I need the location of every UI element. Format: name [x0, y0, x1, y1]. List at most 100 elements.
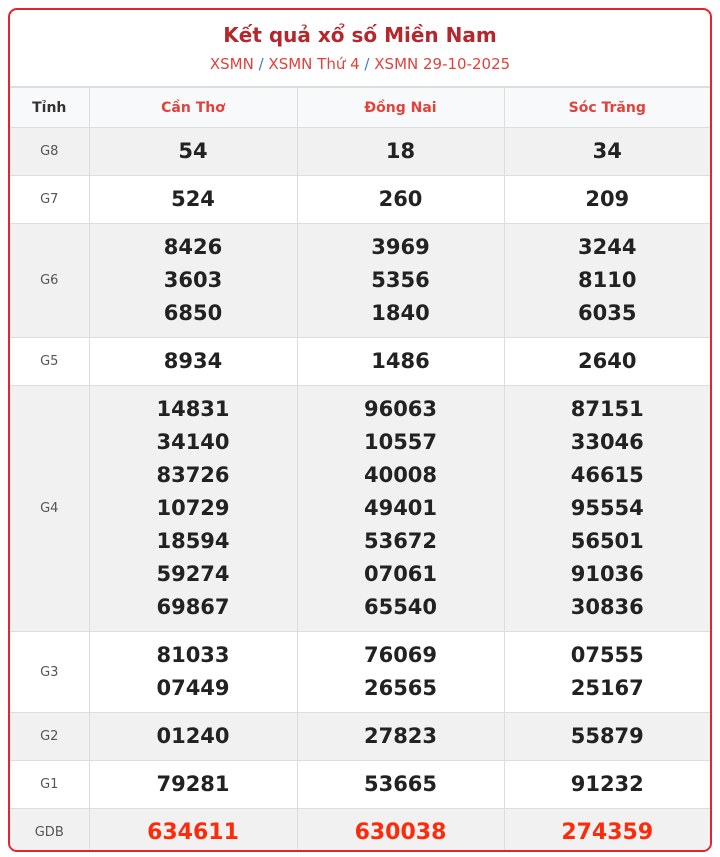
result-cell: 91232 — [503, 760, 710, 809]
prize-number: 6850 — [163, 301, 223, 325]
prize-number: 96063 — [363, 397, 438, 421]
result-cell: 53665 — [296, 760, 505, 809]
prize-number: 49401 — [363, 496, 438, 520]
prize-label: G7 — [10, 175, 90, 224]
prize-label: G1 — [10, 760, 90, 809]
table-row: G2 01240 27823 55879 — [10, 712, 710, 761]
result-cell: 3244 8110 6035 — [503, 223, 710, 338]
results-card: Kết quả xổ số Miền Nam XSMN / XSMN Thứ 4… — [8, 8, 712, 852]
breadcrumb-date[interactable]: XSMN 29-10-2025 — [374, 55, 511, 73]
table-row: G5 8934 1486 2640 — [10, 337, 710, 386]
prize-number: 65540 — [363, 595, 438, 619]
result-cell: 209 — [503, 175, 710, 224]
result-cell: 76069 26565 — [296, 631, 505, 713]
result-cell: 79281 — [88, 760, 298, 809]
prize-number: 1840 — [371, 301, 430, 325]
column-header-can-tho[interactable]: Cần Thơ — [88, 87, 298, 128]
prize-number: 54 — [178, 139, 208, 163]
prize-number: 524 — [171, 187, 215, 211]
table-header-row: Tỉnh Cần Thơ Đồng Nai Sóc Trăng — [10, 87, 710, 128]
prize-number: 76069 — [363, 643, 438, 667]
prize-number: 30836 — [570, 595, 644, 619]
result-cell: 01240 — [88, 712, 298, 761]
prize-number: 3244 — [578, 235, 637, 259]
prize-number: 87151 — [570, 397, 644, 421]
prize-number: 81033 — [156, 643, 230, 667]
table-row: GDB 634611 630038 274359 — [10, 808, 710, 850]
prize-number: 79281 — [156, 772, 230, 796]
result-cell: 524 — [88, 175, 298, 224]
result-cell: 27823 — [296, 712, 505, 761]
prize-number: 260 — [378, 187, 423, 211]
prize-number: 8426 — [163, 235, 223, 259]
result-cell: 3969 5356 1840 — [296, 223, 505, 338]
prize-number: 18594 — [156, 529, 230, 553]
prize-number: 69867 — [156, 595, 230, 619]
table-row: G6 8426 3603 6850 3969 5356 1840 3244 8110 6035 — [10, 223, 710, 338]
prize-number: 07061 — [363, 562, 438, 586]
prize-number: 14831 — [156, 397, 230, 421]
prize-number: 8934 — [163, 349, 223, 373]
result-cell: 634611 — [88, 808, 298, 850]
breadcrumb-xsmn[interactable]: XSMN — [209, 55, 254, 73]
result-cell: 55879 — [503, 712, 710, 761]
prize-label: G2 — [10, 712, 90, 761]
prize-number: 40008 — [363, 463, 438, 487]
result-cell: 260 — [296, 175, 505, 224]
result-cell: 630038 — [296, 808, 505, 850]
table-row: G1 79281 53665 91232 — [10, 760, 710, 809]
prize-number: 3969 — [371, 235, 430, 259]
prize-number: 34 — [592, 139, 622, 163]
prize-number: 91036 — [570, 562, 644, 586]
result-cell: 34 — [503, 127, 710, 176]
special-prize-number: 274359 — [561, 820, 654, 845]
result-cell: 07555 25167 — [503, 631, 710, 713]
table-row: G8 54 18 34 — [10, 127, 710, 176]
prize-number: 2640 — [578, 349, 637, 373]
breadcrumb-separator: / — [258, 55, 264, 73]
prize-number: 1486 — [371, 349, 430, 373]
table-row: G7 524 260 209 — [10, 175, 710, 224]
result-cell: 274359 — [503, 808, 710, 850]
result-cell: 96063 10557 40008 49401 53672 07061 65540 — [296, 385, 505, 632]
column-header-dong-nai[interactable]: Đồng Nai — [296, 87, 505, 128]
prize-number: 95554 — [570, 496, 644, 520]
special-prize-number: 634611 — [147, 820, 239, 845]
prize-number: 26565 — [363, 676, 438, 700]
prize-number: 83726 — [156, 463, 230, 487]
page-title: Kết quả xổ số Miền Nam — [223, 23, 497, 47]
prize-number: 46615 — [570, 463, 644, 487]
prize-number: 34140 — [156, 430, 230, 454]
breadcrumb-xsmn-thu4[interactable]: XSMN Thứ 4 — [268, 55, 360, 73]
prize-number: 56501 — [570, 529, 644, 553]
prize-number: 53672 — [363, 529, 438, 553]
breadcrumb-separator: / — [364, 55, 370, 73]
prize-number: 91232 — [570, 772, 644, 796]
prize-label: G8 — [10, 127, 90, 176]
results-table: Tỉnh Cần Thơ Đồng Nai Sóc Trăng G8 54 18 34… — [10, 87, 710, 850]
prize-number: 55879 — [570, 724, 644, 748]
prize-number: 33046 — [570, 430, 644, 454]
special-prize-number: 630038 — [354, 820, 447, 845]
prize-number: 07555 — [570, 643, 644, 667]
result-cell: 18 — [296, 127, 505, 176]
prize-number: 07449 — [156, 676, 230, 700]
result-cell: 8934 — [88, 337, 298, 386]
prize-number: 10729 — [156, 496, 230, 520]
result-cell: 2640 — [503, 337, 710, 386]
column-header-soc-trang[interactable]: Sóc Trăng — [503, 87, 710, 128]
result-cell: 54 — [88, 127, 298, 176]
results-header: Kết quả xổ số Miền Nam XSMN / XSMN Thứ 4… — [10, 10, 710, 87]
prize-number: 5356 — [371, 268, 430, 292]
prize-number: 01240 — [156, 724, 230, 748]
prize-number: 209 — [585, 187, 630, 211]
prize-number: 10557 — [363, 430, 438, 454]
prize-number: 18 — [385, 139, 416, 163]
prize-label: GDB — [10, 808, 90, 850]
result-cell: 14831 34140 83726 10729 18594 59274 69867 — [88, 385, 298, 632]
result-cell: 1486 — [296, 337, 505, 386]
result-cell: 87151 33046 46615 95554 56501 91036 30836 — [503, 385, 710, 632]
result-cell: 81033 07449 — [88, 631, 298, 713]
prize-number: 6035 — [578, 301, 637, 325]
prize-number: 3603 — [163, 268, 223, 292]
